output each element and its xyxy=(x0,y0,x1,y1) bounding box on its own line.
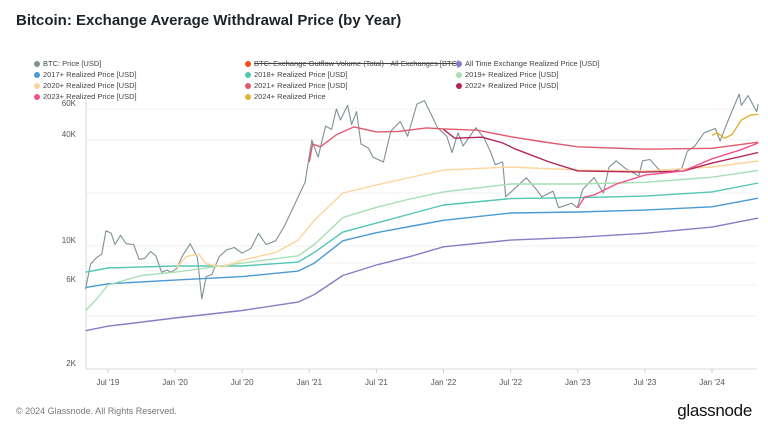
legend-dot-icon xyxy=(245,82,251,89)
y-tick-label: 6K xyxy=(66,275,76,284)
series-line-2018-realized-price-usd xyxy=(85,182,759,273)
x-tick-label: Jan '22 xyxy=(431,378,457,387)
legend-label: BTC: Exchange Outflow Volume (Total) - A… xyxy=(254,59,460,68)
chart-title: Bitcoin: Exchange Average Withdrawal Pri… xyxy=(16,12,402,29)
series-line-2022-realized-price-usd xyxy=(443,128,759,173)
legend-dot-icon xyxy=(34,60,40,67)
series-line-btc-price-usd xyxy=(84,93,759,300)
legend-item[interactable]: 2023+ Realized Price [USD] xyxy=(34,92,137,101)
series-line-2024-realized-price xyxy=(711,113,759,139)
legend-item[interactable]: 2021+ Realized Price [USD] xyxy=(245,81,348,90)
legend-label: 2021+ Realized Price [USD] xyxy=(254,81,348,90)
legend-label: 2020+ Realized Price [USD] xyxy=(43,81,137,90)
legend-label: 2019+ Realized Price [USD] xyxy=(465,70,559,79)
legend-item[interactable]: 2024+ Realized Price xyxy=(245,92,326,101)
glassnode-logo: glassnode xyxy=(677,401,752,420)
legend-dot-icon xyxy=(245,71,251,78)
y-tick-label: 10K xyxy=(62,236,77,245)
series-line-2023-realized-price-usd xyxy=(577,142,759,209)
legend-label: 2024+ Realized Price xyxy=(254,92,326,101)
series-line-2020-realized-price-usd xyxy=(174,160,759,270)
legend-label: BTC: Price [USD] xyxy=(43,59,102,68)
legend-item[interactable]: 2020+ Realized Price [USD] xyxy=(34,81,137,90)
x-tick-label: Jul '21 xyxy=(365,378,388,387)
legend-label: 2018+ Realized Price [USD] xyxy=(254,70,348,79)
y-tick-label: 40K xyxy=(62,130,77,139)
x-tick-label: Jul '23 xyxy=(633,378,656,387)
legend-item[interactable]: All Time Exchange Realized Price [USD] xyxy=(456,59,600,68)
legend-dot-icon xyxy=(34,71,40,78)
x-tick-label: Jan '24 xyxy=(699,378,725,387)
y-tick-label: 60K xyxy=(62,99,77,108)
series-line-all-time-exchange-realized-price-usd xyxy=(85,217,759,332)
legend-dot-icon xyxy=(456,60,462,67)
x-tick-label: Jul '22 xyxy=(499,378,522,387)
legend-item[interactable]: 2022+ Realized Price [USD] xyxy=(456,81,559,90)
legend-dot-icon xyxy=(34,93,40,100)
series-line-2019-realized-price-usd xyxy=(84,169,759,311)
x-tick-label: Jul '19 xyxy=(96,378,119,387)
x-tick-label: Jan '23 xyxy=(565,378,591,387)
copyright: © 2024 Glassnode. All Rights Reserved. xyxy=(16,406,177,416)
legend-dot-icon xyxy=(456,71,462,78)
legend-dot-icon xyxy=(245,60,251,67)
legend-item[interactable]: 2017+ Realized Price [USD] xyxy=(34,70,137,79)
legend-item[interactable]: BTC: Price [USD] xyxy=(34,59,101,68)
x-tick-label: Jan '20 xyxy=(162,378,188,387)
legend-item[interactable]: 2019+ Realized Price [USD] xyxy=(456,70,559,79)
series-line-2017-realized-price-usd xyxy=(85,197,759,289)
legend-label: 2022+ Realized Price [USD] xyxy=(465,81,559,90)
legend-label: 2023+ Realized Price [USD] xyxy=(43,92,137,101)
x-tick-label: Jul '20 xyxy=(231,378,254,387)
legend-dot-icon xyxy=(245,93,251,100)
legend-dot-icon xyxy=(456,82,462,89)
legend-item[interactable]: 2018+ Realized Price [USD] xyxy=(245,70,348,79)
legend-label: All Time Exchange Realized Price [USD] xyxy=(465,59,600,68)
y-tick-label: 2K xyxy=(66,359,76,368)
legend-item[interactable]: BTC: Exchange Outflow Volume (Total) - A… xyxy=(245,59,459,68)
series-line-2021-realized-price-usd xyxy=(308,126,759,163)
legend-label: 2017+ Realized Price [USD] xyxy=(43,70,137,79)
x-tick-label: Jan '21 xyxy=(296,378,322,387)
legend-dot-icon xyxy=(34,82,40,89)
